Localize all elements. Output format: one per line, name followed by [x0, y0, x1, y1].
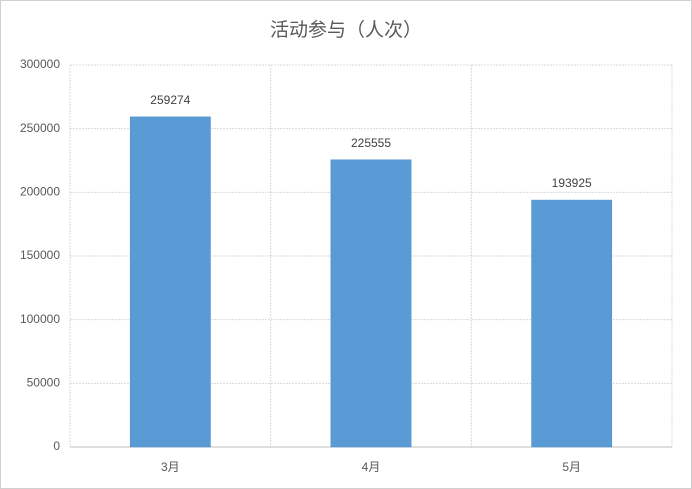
bar [129, 116, 211, 448]
data-label: 193925 [552, 176, 592, 190]
x-tick-label: 3月 [161, 460, 180, 474]
chart-title: 活动参与（人次） [270, 19, 422, 41]
y-tick-label: 50000 [27, 376, 61, 390]
y-tick-label: 100000 [20, 312, 60, 326]
y-tick-label: 150000 [20, 248, 60, 262]
data-label: 259274 [150, 93, 190, 107]
bar [330, 159, 412, 448]
x-tick-label: 5月 [562, 460, 581, 474]
x-tick-label: 4月 [362, 460, 381, 474]
bar [531, 199, 613, 448]
y-tick-label: 250000 [20, 121, 60, 135]
y-tick-label: 300000 [20, 57, 60, 71]
y-tick-label: 200000 [20, 185, 60, 199]
data-label: 225555 [351, 136, 391, 150]
y-tick-label: 0 [53, 439, 60, 453]
